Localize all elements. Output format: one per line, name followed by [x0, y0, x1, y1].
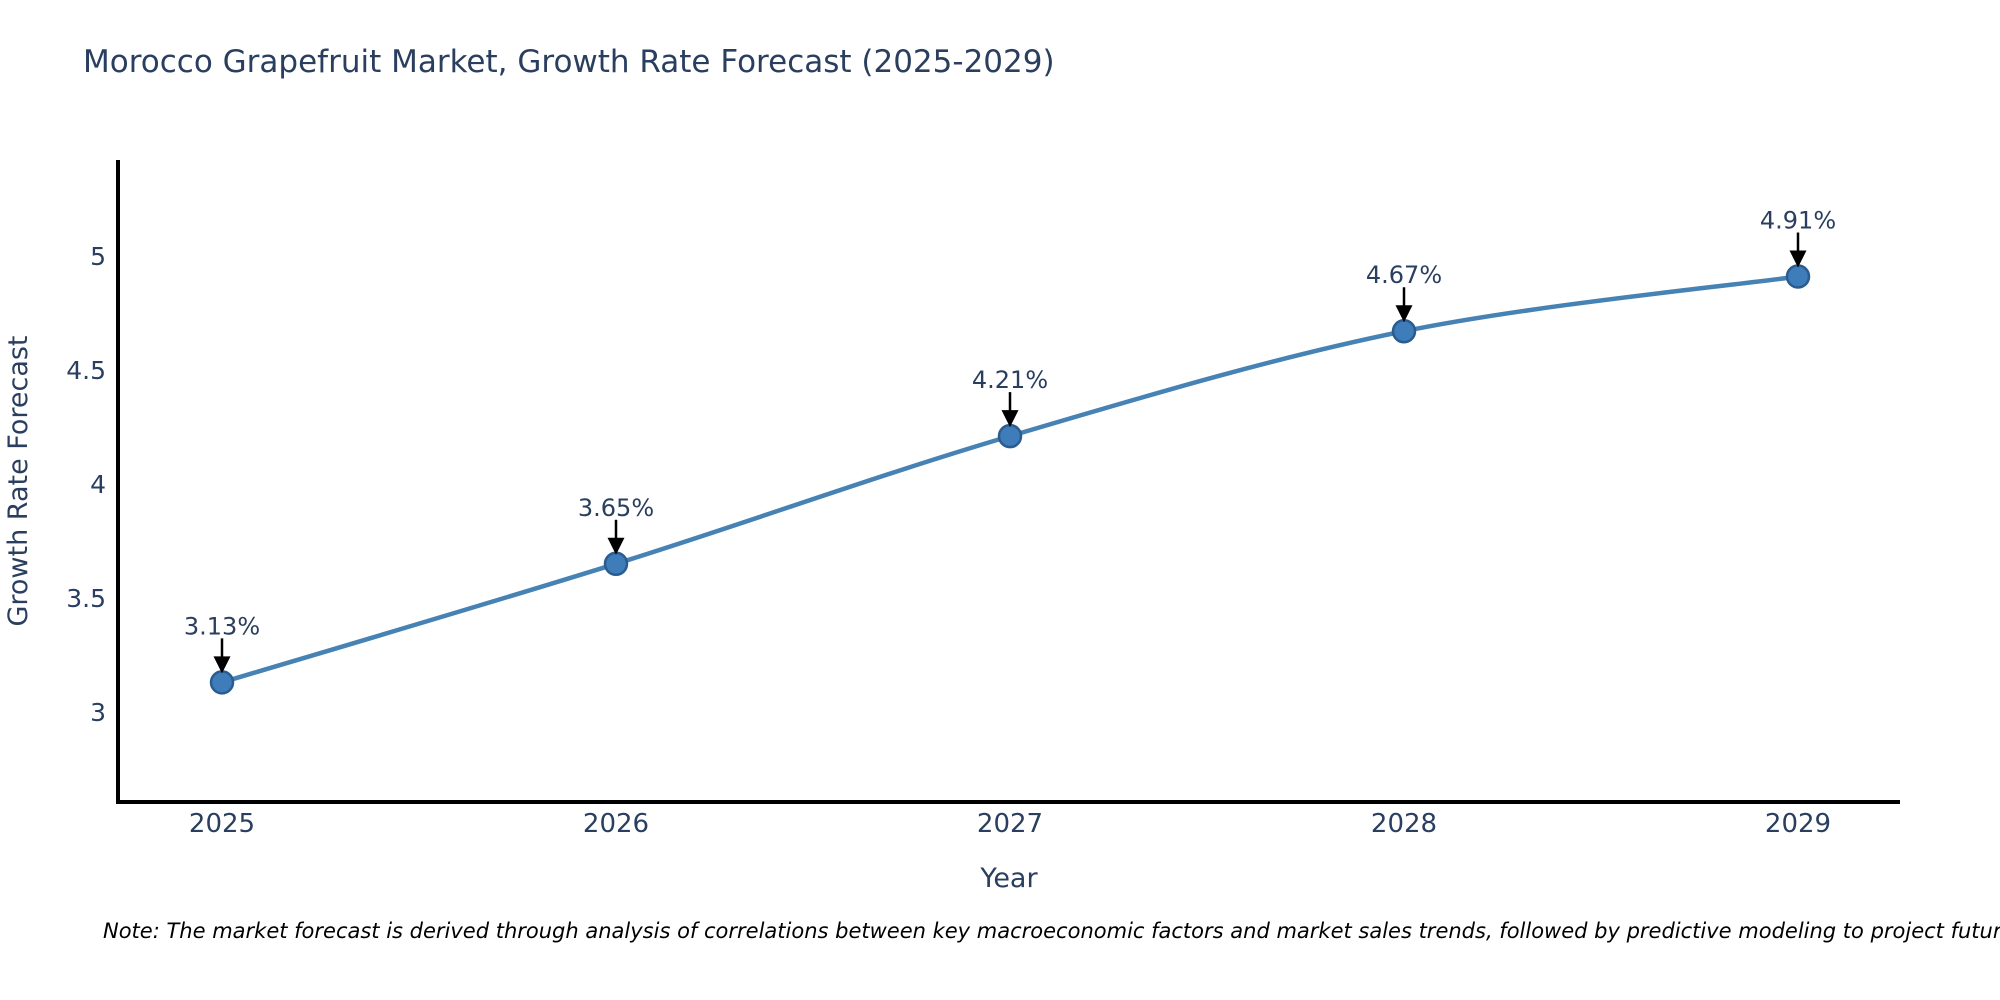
data-point-marker [603, 551, 629, 577]
data-point-marker [209, 670, 235, 695]
point-value-annotation: 3.65% [578, 494, 654, 522]
annotation-arrow-head [1001, 410, 1019, 428]
point-value-annotation: 3.13% [184, 612, 260, 640]
annotation-arrow-head [213, 656, 231, 674]
x-tick-label: 2028 [1371, 809, 1437, 839]
trend-line [219, 274, 1801, 685]
chart-title: Morocco Grapefruit Market, Growth Rate F… [83, 44, 1055, 80]
data-point-marker [997, 423, 1023, 449]
y-tick-label: 3 [90, 698, 106, 727]
x-axis-title: Year [979, 863, 1038, 894]
x-tick-label: 2027 [977, 809, 1043, 839]
point-value-annotation: 4.91% [1760, 207, 1836, 235]
point-value-annotation: 4.67% [1366, 261, 1442, 289]
annotation-arrow-head [1395, 305, 1413, 323]
y-tick-label: 4.5 [66, 356, 106, 385]
y-axis-title: Growth Rate Forecast [3, 335, 34, 626]
x-tick-label: 2026 [583, 809, 649, 839]
y-tick-label: 4 [90, 470, 106, 499]
x-tick-label: 2025 [189, 809, 255, 839]
x-tick-label: 2029 [1765, 809, 1831, 839]
point-value-annotation: 4.21% [972, 366, 1048, 394]
footnote-text: Note: The market forecast is derived thr… [103, 919, 2000, 943]
annotation-arrow-head [607, 537, 625, 555]
y-tick-label: 5 [90, 242, 106, 271]
y-tick-label: 3.5 [66, 584, 106, 613]
data-point-marker [1785, 264, 1811, 289]
annotation-arrow-head [1789, 250, 1807, 268]
data-point-marker [1391, 318, 1417, 344]
